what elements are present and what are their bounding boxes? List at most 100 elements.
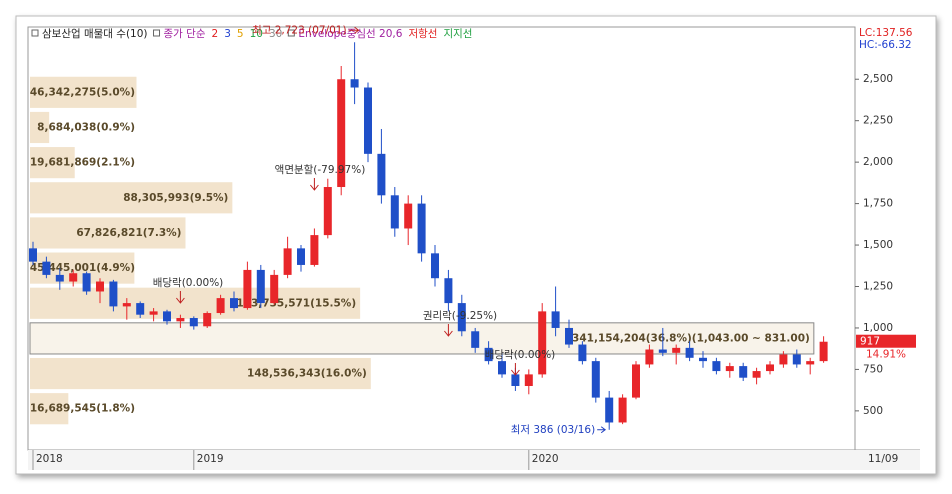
candle-body (457, 303, 466, 332)
volume-label: 148,536,343(16.0%) (247, 368, 367, 380)
candle-body (283, 248, 292, 275)
legend-item: 10 (250, 28, 263, 40)
candle-body (511, 374, 520, 386)
candle-body (297, 248, 305, 265)
candle-body (136, 303, 145, 315)
annotation: 배당락(0.00%) (485, 349, 556, 361)
candle-body (189, 318, 198, 327)
candle-body (498, 361, 506, 375)
candle-body (752, 371, 761, 378)
volume-bar (30, 147, 75, 179)
candle-body (55, 274, 64, 282)
event-arrow (511, 363, 520, 376)
y-tick-label: 750 (863, 363, 883, 375)
candle-body (82, 273, 91, 292)
volume-label: 88,305,993(9.5%) (123, 192, 228, 204)
legend-icon (287, 29, 295, 37)
candle-body (578, 344, 587, 362)
candle-body (792, 354, 801, 365)
candle-body (431, 253, 439, 279)
legend-item: 저항선 (408, 28, 437, 40)
candle-body (417, 203, 426, 254)
volume-bar (30, 287, 361, 319)
candle-body (524, 374, 533, 386)
volume-bar (30, 76, 137, 108)
candle-body (404, 203, 413, 229)
y-tick-label: 2,500 (863, 73, 893, 85)
annotation: 액면분할(-79.97%) (275, 164, 366, 176)
candle-body (96, 281, 104, 292)
candle-body (632, 364, 640, 398)
candle-body (565, 327, 573, 345)
volume-bar (30, 217, 186, 249)
candle-body (471, 331, 480, 348)
legend-item: 3 (224, 28, 231, 40)
candle-body (323, 187, 332, 236)
candle-body (337, 79, 346, 188)
candle-body (230, 298, 238, 309)
volume-label: 46,342,275(5.0%) (30, 86, 135, 98)
arrow (597, 426, 607, 434)
event-arrow (444, 324, 453, 337)
volume-bar (30, 357, 371, 390)
candle-body (256, 269, 265, 304)
candle-body (725, 366, 734, 372)
legend-item: 30 (269, 28, 282, 40)
legend-item: 삼보산업 매물대 수(10) (42, 27, 148, 40)
candle-body (444, 278, 453, 304)
y-tick-label: 1,500 (863, 239, 893, 251)
candle-body (658, 349, 667, 353)
candle-body (739, 366, 748, 378)
hc-label: HC:-66.32 (859, 39, 912, 51)
lc-label: LC:137.56 (859, 27, 913, 39)
legend-item: Envelope중심선 20,6 (298, 28, 402, 40)
candle-body (109, 281, 118, 307)
candle-body (591, 361, 600, 398)
candle-body (819, 341, 828, 362)
volume-label: 341,154,204(36.8%)(1,043.00 ~ 831.00) (572, 332, 810, 344)
legend-item: 지지선 (443, 28, 472, 40)
candle-body (605, 397, 614, 423)
event-arrow (310, 178, 319, 191)
y-tick-label: 1,000 (863, 322, 893, 334)
legend-item: 5 (237, 28, 244, 40)
y-tick-label: 1,250 (863, 281, 893, 293)
volume-label: 143,735,571(15.5%) (236, 297, 356, 309)
candle-body (712, 361, 721, 372)
candle-body (390, 195, 399, 229)
arrow (348, 26, 360, 34)
candle-body (672, 347, 681, 353)
annotation-high: 최고 2,723 (07/01) (252, 24, 347, 36)
candle-body (216, 298, 225, 314)
event-arrow (176, 291, 185, 304)
candle-body (699, 357, 707, 362)
volume-label: 19,681,869(2.1%) (30, 157, 135, 169)
candle-body (766, 364, 774, 372)
x-tick-label: 2020 (532, 453, 559, 465)
candle-body (176, 318, 185, 322)
y-tick-label: 1,750 (863, 198, 893, 210)
annotation: 배당락(0.00%) (153, 277, 224, 289)
date-row (28, 450, 920, 470)
legend-icon (153, 29, 161, 37)
y-tick-label: 500 (863, 405, 883, 417)
candle-body (69, 273, 78, 282)
volume-label: 8,684,038(0.9%) (37, 121, 135, 133)
annotation-low: 최저 386 (03/16) (511, 424, 596, 436)
volume-label: 67,826,821(7.3%) (76, 227, 181, 239)
volume-bar (30, 393, 69, 425)
candle-body (203, 313, 212, 327)
candle-body (163, 311, 171, 322)
candle-body (42, 261, 51, 275)
volume-bar (30, 111, 50, 144)
volume-label: 45,445,001(4.9%) (30, 262, 135, 274)
legend-icon (31, 29, 39, 37)
candle-body (270, 274, 279, 304)
current-price: 917 (860, 336, 880, 348)
end-date: 11/09 (868, 453, 898, 465)
candle-body (484, 347, 493, 362)
volume-label: 16,689,545(1.8%) (30, 403, 135, 415)
candle-body (122, 303, 131, 307)
volume-bar (29, 322, 815, 355)
